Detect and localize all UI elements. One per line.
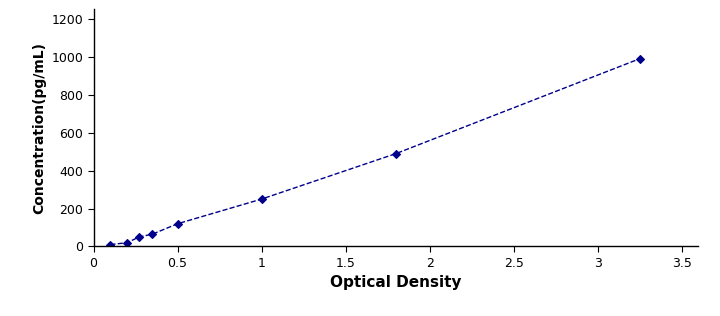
Y-axis label: Concentration(pg/mL): Concentration(pg/mL): [32, 42, 46, 214]
X-axis label: Optical Density: Optical Density: [330, 276, 462, 290]
